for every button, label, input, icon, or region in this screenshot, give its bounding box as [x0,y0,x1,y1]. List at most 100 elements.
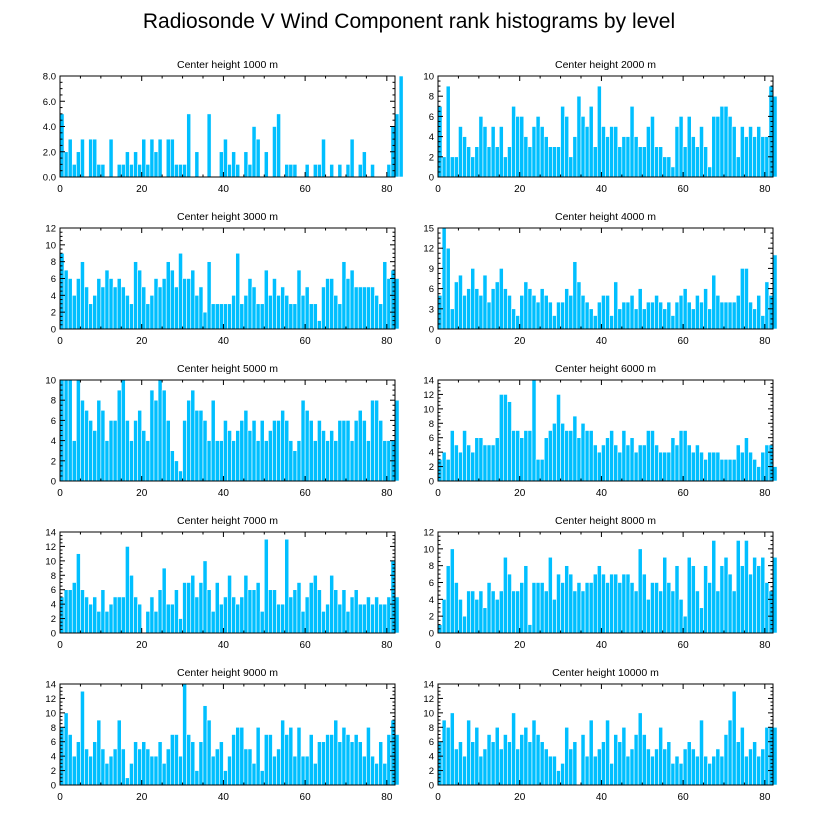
bar [613,281,619,330]
bar [678,763,684,786]
bar [84,748,89,786]
bar [772,726,778,786]
bar [374,399,379,482]
bar [80,261,85,330]
bar [625,755,631,786]
bar [690,565,696,634]
bar [374,295,379,330]
bar [654,444,659,482]
bar [588,719,594,786]
y-tick-label: 6 [429,737,434,748]
y-tick-label: 4 [51,436,56,447]
bar [449,548,455,634]
bar [470,590,476,634]
bar [548,755,553,786]
bar [382,261,388,330]
bar [292,589,298,634]
bar [466,146,471,178]
bar [703,755,708,786]
bar [145,440,151,482]
bar [556,394,561,482]
bar [174,286,179,330]
bar [235,252,241,330]
bar [678,295,684,330]
bar [251,589,257,634]
bar [503,394,508,482]
bar [165,748,171,786]
bar [88,603,93,634]
bar [523,726,529,786]
bar [564,116,570,178]
bar [337,741,343,786]
bar [637,548,643,634]
bar [129,763,134,786]
bar [223,303,228,330]
bar [752,459,757,482]
bar [646,748,651,786]
bar [194,295,200,330]
bar [707,308,713,330]
bar [744,268,749,330]
bar [67,138,73,178]
y-tick-label: 2.0 [43,147,56,158]
bar [531,379,537,482]
bar [67,734,73,786]
bar [699,451,704,482]
bar [312,303,318,330]
bar [259,303,265,330]
bar [666,156,672,178]
bar [170,269,175,330]
bar [214,582,220,634]
bar [219,440,224,482]
bar [288,726,294,786]
bar [76,553,81,634]
bar [259,611,265,634]
bar [120,596,126,634]
bar [690,748,696,786]
y-tick-label: 2 [51,456,56,467]
bar [133,596,138,634]
bar [145,748,151,786]
bar [353,734,359,786]
bar [170,138,175,178]
bar [210,303,216,330]
x-tick-label: 40 [218,488,230,499]
bar [157,589,163,634]
bar [129,440,134,482]
bar [597,748,602,786]
bar [740,565,745,634]
bar [321,741,326,786]
bar [454,156,459,178]
bar [190,389,196,482]
bar [235,430,241,482]
bar [633,308,639,330]
bar [695,444,700,482]
bar [629,106,635,178]
x-tick-label: 20 [514,184,526,195]
bar [719,459,725,482]
bar [71,440,77,482]
bar [202,560,208,634]
bar [370,755,375,786]
bar [641,444,647,482]
bar [357,409,363,482]
bar [658,726,663,786]
bar [552,146,557,178]
bar [498,126,504,178]
bar [263,734,269,786]
y-tick-label: 8 [51,396,56,407]
bar [682,748,688,786]
y-tick-label: 12 [423,390,434,401]
bar [621,726,627,786]
x-tick-label: 60 [678,184,690,195]
bar [231,151,236,178]
bar [321,286,326,330]
bar [174,734,179,786]
chart-panel-3: Center height 4000 m 0 20 40 60 80 0 3 6 9 12 15 [423,211,778,347]
bar [543,748,549,786]
chart-panel-4: Center height 5000 m 0 20 40 60 80 0 2 4 6 8 10 [45,363,400,499]
bar [695,295,700,330]
bar [552,422,557,482]
bar [641,146,647,178]
bar [535,301,541,330]
